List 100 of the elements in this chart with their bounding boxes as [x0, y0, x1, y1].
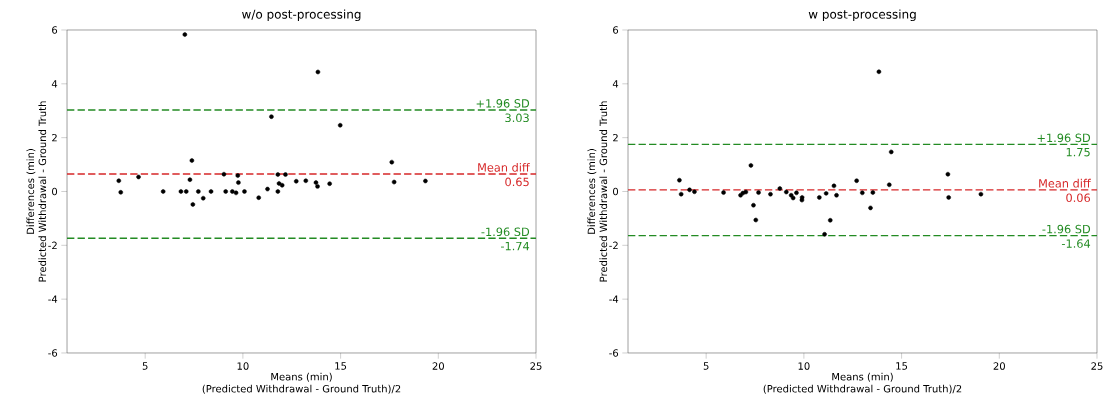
ref-line-label: -1.96 SD — [481, 227, 530, 237]
y-tick-label: 4 — [51, 80, 58, 88]
point — [868, 205, 873, 211]
point — [315, 184, 320, 189]
y-tick-label: 4 — [612, 80, 619, 88]
y-axis-title: Differences (min) Predicted Withdrawal - Ground Truth — [26, 101, 47, 282]
point — [200, 195, 206, 201]
point — [190, 202, 196, 207]
point — [269, 114, 274, 119]
point — [178, 189, 184, 194]
point — [118, 190, 124, 195]
y-tick-label: -4 — [48, 295, 58, 303]
y-tick-label: -2 — [48, 241, 57, 250]
chart-title: w/o post-processing — [242, 9, 361, 22]
point — [822, 232, 827, 237]
x-tick-label: 20 — [432, 362, 444, 370]
annotation: -1.64 — [1061, 239, 1091, 248]
x-axis-title: Means (min) (Predicted Withdrawal - Ground Truth)/2 — [202, 372, 401, 394]
point — [183, 189, 189, 194]
point — [751, 202, 756, 208]
chart-title: w post-processing — [808, 9, 916, 22]
point — [945, 171, 951, 177]
y-tick-label: 2 — [613, 133, 618, 142]
ref-line-label: -1.96 SD — [1042, 224, 1091, 234]
point — [391, 179, 397, 185]
point — [888, 149, 894, 155]
point — [275, 189, 281, 194]
point — [283, 172, 288, 177]
point — [678, 191, 684, 197]
point — [337, 123, 343, 128]
y-tick-label: -2 — [609, 241, 618, 250]
ref-line-label: Mean diff — [1039, 178, 1091, 188]
point — [784, 189, 789, 195]
point — [854, 178, 859, 183]
x-tick-label: 15 — [335, 362, 347, 370]
point — [823, 191, 829, 196]
y-tick-label: 0 — [52, 187, 58, 196]
ref-line-label: +1.96 SD — [1037, 133, 1091, 143]
point — [692, 189, 697, 195]
annotation: 0.65 — [505, 177, 529, 187]
point — [721, 190, 726, 195]
annotation: -1.74 — [500, 241, 530, 251]
point — [687, 187, 692, 193]
point — [790, 195, 796, 201]
point — [389, 159, 395, 165]
point — [223, 189, 228, 194]
point — [256, 195, 261, 200]
point — [242, 189, 247, 194]
point — [870, 190, 876, 195]
ref-line-label: Mean diff — [478, 162, 530, 172]
point — [860, 190, 865, 196]
x-axis-title: Means (min) (Predicted Withdrawal - Ground Truth)/2 — [763, 372, 962, 394]
ref-line-label: +1.96 SD — [476, 99, 530, 108]
x-tick-label: 20 — [993, 362, 1005, 370]
point — [315, 69, 321, 75]
point — [303, 178, 309, 183]
y-tick-label: 2 — [52, 133, 57, 142]
point — [753, 217, 759, 223]
y-tick-label: -4 — [609, 295, 619, 303]
point — [189, 158, 195, 163]
point — [160, 189, 166, 194]
point — [756, 190, 761, 195]
point — [313, 180, 319, 185]
x-tick-label: 5 — [703, 362, 709, 370]
y-tick-label: -6 — [48, 349, 58, 357]
point — [946, 195, 951, 200]
point — [279, 183, 285, 188]
point — [293, 178, 299, 184]
point — [887, 182, 892, 188]
point — [876, 69, 882, 74]
x-tick-label: 10 — [798, 362, 810, 370]
point — [834, 192, 839, 198]
point — [236, 180, 241, 185]
point — [748, 163, 754, 168]
x-tick-label: 25 — [530, 362, 542, 370]
y-tick-label: 6 — [52, 26, 58, 34]
point — [743, 189, 749, 195]
point — [136, 174, 141, 180]
x-tick-label: 15 — [896, 362, 908, 370]
x-tick-label: 10 — [237, 362, 249, 370]
point — [196, 189, 201, 194]
annotation: 3.03 — [505, 113, 529, 123]
point — [817, 195, 822, 200]
y-axis-title: Differences (min) Predicted Withdrawal - Ground Truth — [587, 101, 608, 282]
point — [187, 177, 193, 182]
point — [423, 178, 428, 184]
point — [275, 172, 281, 177]
point — [768, 191, 773, 197]
point — [677, 177, 682, 183]
x-tick-label: 25 — [1091, 362, 1103, 370]
x-tick-label: 5 — [142, 362, 148, 370]
point — [230, 189, 235, 194]
point — [235, 173, 241, 178]
point — [116, 178, 122, 183]
point — [265, 186, 270, 192]
point — [827, 218, 833, 223]
y-tick-label: -6 — [609, 349, 619, 357]
point — [276, 181, 282, 186]
point — [794, 190, 799, 196]
point — [182, 32, 188, 37]
